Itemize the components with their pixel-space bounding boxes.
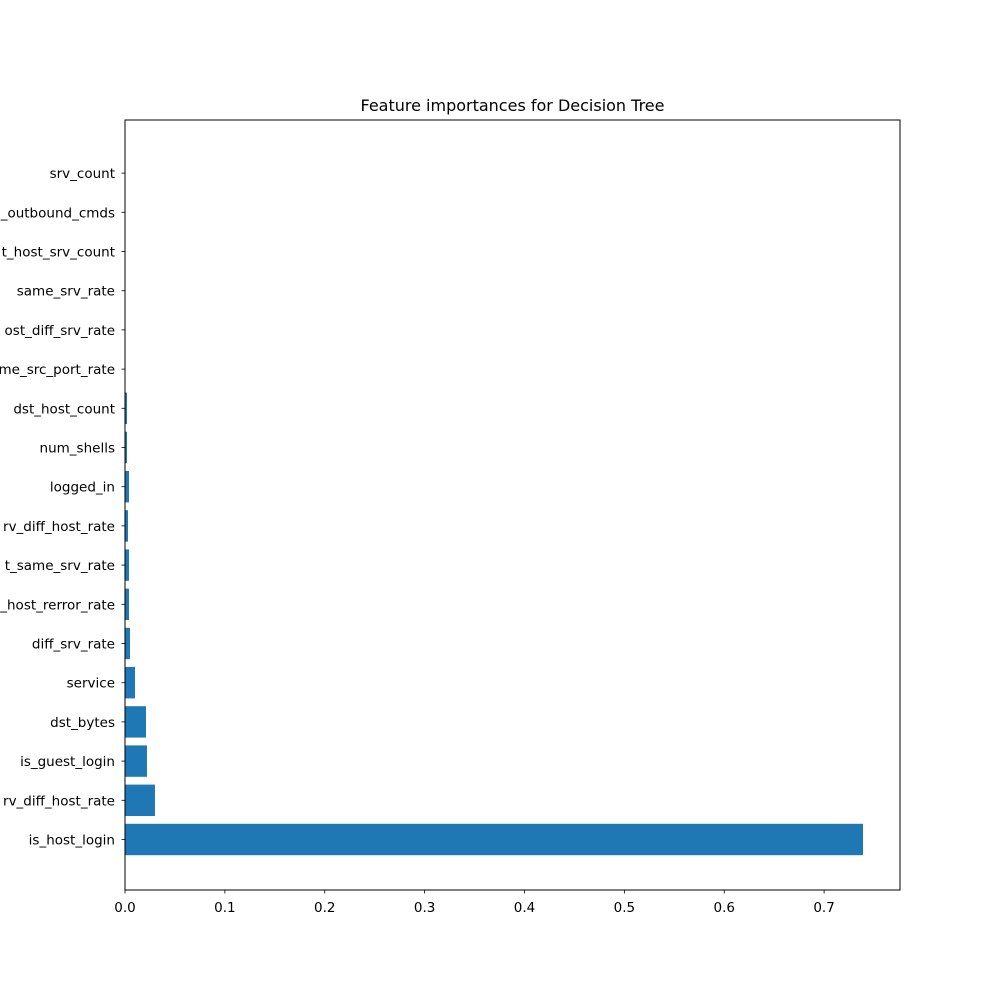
x-tick-label: 0.2 (314, 900, 335, 916)
y-tick-label: num_shells (40, 441, 115, 457)
bar-service (125, 667, 135, 699)
bar-num-shells (125, 431, 127, 464)
x-axis: 0.0 0.1 0.2 0.3 0.4 0.5 0.6 0.7 (114, 890, 835, 916)
x-tick-label: 0.5 (614, 900, 635, 916)
x-tick-label: 0.3 (414, 900, 435, 916)
y-tick-label: is_host_login (29, 833, 115, 849)
y-tick-label: dst_host_count (13, 401, 115, 417)
y-tick-label: service (67, 676, 115, 692)
y-tick-label: diff_srv_rate (32, 637, 115, 653)
y-tick-label: t_host_srv_count (2, 245, 115, 261)
bar-dst-host-rerror-rate (125, 588, 129, 620)
x-tick-label: 0.1 (214, 900, 235, 916)
y-tick-label: srv_count (50, 166, 115, 182)
bar-srv-diff-host-rate (125, 784, 155, 816)
x-tick-label: 0.0 (114, 900, 135, 916)
chart-title: Feature importances for Decision Tree (360, 96, 664, 115)
plot-frame (124, 119, 901, 891)
y-tick-label: rv_diff_host_rate (3, 519, 115, 535)
y-tick-label: is_guest_login (20, 754, 115, 770)
x-tick-label: 0.6 (713, 900, 734, 916)
x-tick-label: 0.4 (514, 900, 535, 916)
bar-dst-host-srv-diff-host-rate (125, 510, 128, 542)
y-axis: is_host_login rv_diff_host_rate is_guest_l… (0, 166, 125, 849)
y-tick-label: same_srv_rate (17, 284, 115, 300)
bar-is-host-login (125, 823, 864, 856)
y-tick-label: t_same_srv_rate (5, 558, 115, 574)
bar-dst-bytes (125, 706, 146, 738)
y-tick-label: ost_diff_srv_rate (5, 323, 115, 339)
bar-logged-in (125, 471, 129, 503)
bar-is-guest-login (125, 745, 147, 777)
bar-dst-host-count (125, 392, 127, 424)
y-tick-label: me_src_port_rate (0, 362, 115, 378)
x-tick-label: 0.7 (813, 900, 834, 916)
y-tick-label: _host_rerror_rate (0, 597, 115, 613)
y-tick-label: _outbound_cmds (0, 205, 115, 221)
bar-dst-host-same-srv-rate (125, 549, 129, 581)
y-tick-label: dst_bytes (50, 715, 115, 731)
y-tick-label: logged_in (50, 480, 115, 496)
bars-group (125, 235, 864, 856)
bar-diff-srv-rate (125, 627, 130, 660)
y-tick-label: rv_diff_host_rate (3, 793, 115, 809)
